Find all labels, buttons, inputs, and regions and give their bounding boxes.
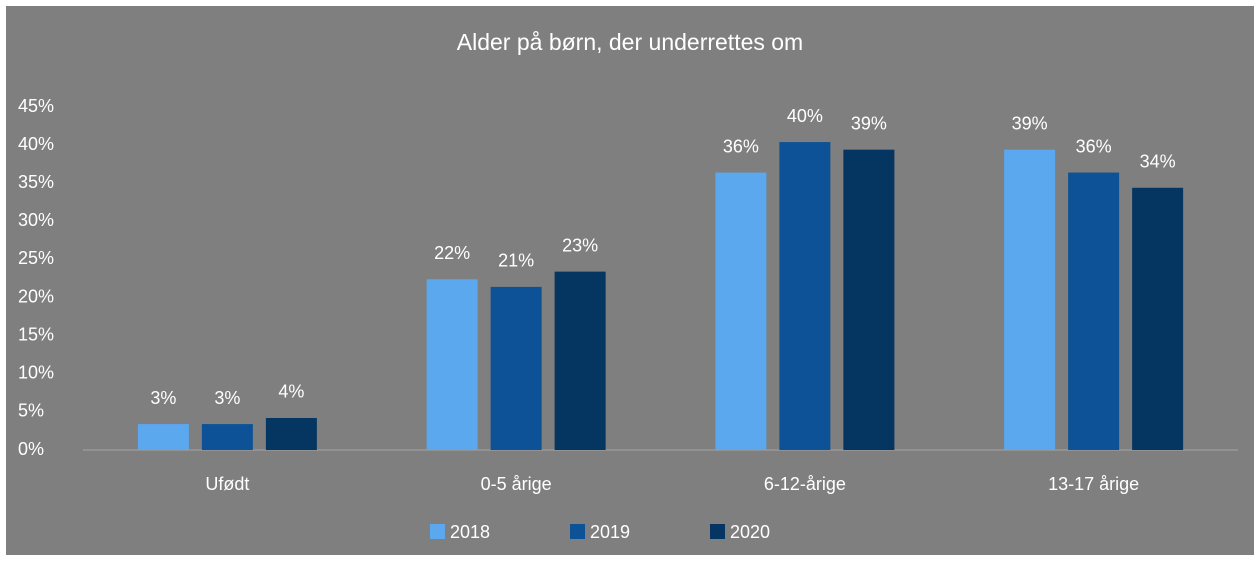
data-label: 3%	[150, 388, 176, 408]
x-tick-label: 13-17 årige	[1048, 474, 1139, 494]
y-tick-label: 45%	[18, 96, 54, 116]
legend-label: 2019	[590, 522, 630, 542]
y-tick-label: 20%	[18, 286, 54, 306]
bar	[843, 149, 895, 450]
bar	[1132, 187, 1184, 450]
chart-background	[6, 6, 1254, 555]
chart-title: Alder på børn, der underrettes om	[457, 29, 803, 55]
bar	[1068, 172, 1120, 450]
bar	[265, 417, 317, 450]
bar	[490, 286, 542, 450]
y-tick-label: 15%	[18, 324, 54, 344]
y-tick-label: 40%	[18, 134, 54, 154]
y-tick-label: 5%	[18, 401, 44, 421]
bar	[779, 142, 831, 450]
bar	[137, 424, 189, 450]
data-label: 36%	[1076, 136, 1112, 156]
legend-label: 2020	[730, 522, 770, 542]
y-tick-label: 0%	[18, 439, 44, 459]
x-tick-label: 6-12-årige	[764, 474, 846, 494]
y-tick-label: 10%	[18, 363, 54, 383]
data-label: 40%	[787, 106, 823, 126]
legend-swatch	[430, 524, 445, 539]
data-label: 22%	[434, 243, 470, 263]
bar	[1004, 149, 1056, 450]
bar	[201, 424, 253, 450]
data-label: 36%	[723, 136, 759, 156]
x-tick-label: Ufødt	[205, 474, 249, 494]
x-tick-label: 0-5 årige	[481, 474, 552, 494]
data-label: 4%	[278, 382, 304, 402]
legend-label: 2018	[450, 522, 490, 542]
data-label: 39%	[851, 113, 887, 133]
legend-swatch	[570, 524, 585, 539]
legend-swatch	[710, 524, 725, 539]
y-tick-label: 30%	[18, 210, 54, 230]
data-label: 3%	[214, 388, 240, 408]
data-label: 21%	[498, 251, 534, 271]
y-tick-label: 25%	[18, 248, 54, 268]
bar	[554, 271, 606, 450]
bar	[426, 279, 478, 450]
data-label: 39%	[1012, 113, 1048, 133]
data-label: 34%	[1140, 152, 1176, 172]
data-label: 23%	[562, 235, 598, 255]
bar	[715, 172, 767, 450]
y-tick-label: 35%	[18, 172, 54, 192]
